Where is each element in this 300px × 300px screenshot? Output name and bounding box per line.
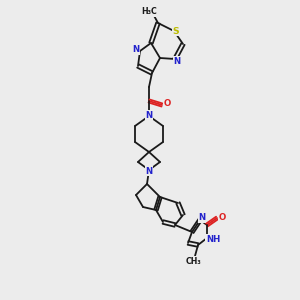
Text: O: O [218,214,226,223]
Text: S: S [173,26,179,35]
Text: NH: NH [206,235,220,244]
Text: N: N [132,46,140,55]
Text: N: N [198,214,206,223]
Text: O: O [164,98,171,107]
Text: N: N [173,56,181,65]
Text: N: N [146,167,153,176]
Text: N: N [146,110,153,119]
Text: CH₃: CH₃ [186,256,202,266]
Text: H₃C: H₃C [141,8,157,16]
